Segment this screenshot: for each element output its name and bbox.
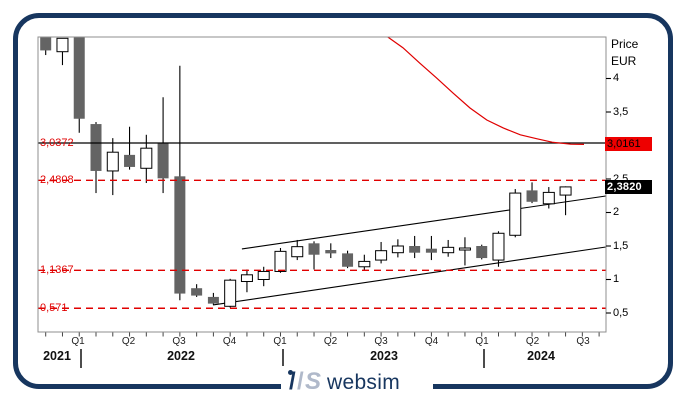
- candle-2024-04: [542, 187, 555, 209]
- candle-2024-03: [526, 182, 538, 204]
- candle-2022-04: [140, 134, 153, 184]
- candle-2024-05: [559, 186, 572, 216]
- candle-2022-08: [207, 292, 219, 305]
- websim-logo: / / S websim: [281, 366, 433, 400]
- candle-2023-03: [325, 243, 337, 259]
- candle-2023-10: [442, 239, 455, 257]
- candle-2023-07: [391, 239, 404, 258]
- candle-2022-12: [274, 248, 287, 273]
- candle-2023-06: [375, 241, 388, 264]
- candle-2022-03: [124, 126, 136, 170]
- logo-slash2-icon: /: [297, 368, 304, 395]
- candle-2022-06: [174, 65, 186, 301]
- trend-channel-upper-line: [241, 195, 606, 250]
- candle-2021-11: [56, 37, 69, 66]
- candle-2022-05: [157, 97, 169, 194]
- logo-slash-icon: /: [289, 368, 296, 395]
- last-price-badge: 2,3820: [605, 179, 652, 194]
- candle-2022-09: [224, 278, 237, 308]
- trend-channel-lower-line: [212, 246, 606, 306]
- candle-2022-11: [257, 266, 270, 287]
- candle-2022-07: [191, 284, 203, 297]
- candle-2024-01: [492, 231, 505, 267]
- candle-2022-10: [240, 269, 253, 293]
- candle-2023-02: [308, 241, 320, 270]
- candle-2024-02: [509, 189, 522, 238]
- candle-2021-12: [73, 37, 85, 133]
- candle-2023-08: [409, 235, 421, 259]
- candle-2023-01: [291, 239, 304, 261]
- price-axis-title-line2: EUR: [611, 54, 637, 68]
- plot-border: [37, 36, 607, 333]
- logo-s-letter: S: [305, 368, 322, 395]
- moving-average-curve: [387, 36, 585, 145]
- candle-2023-11: [458, 237, 471, 266]
- candle-2023-12: [476, 244, 488, 260]
- candle-2023-05: [358, 254, 371, 271]
- candle-2023-04: [342, 250, 354, 269]
- logo-wordmark: websim: [327, 371, 400, 394]
- price-axis-title: Price EUR: [611, 36, 638, 70]
- logo-dot-icon: [288, 370, 293, 375]
- ma-value-badge: 3,0161: [605, 137, 652, 152]
- candle-2022-02: [106, 138, 119, 196]
- candle-2022-01: [90, 122, 102, 194]
- price-axis-title-line1: Price: [611, 37, 639, 51]
- candle-2021-10: [40, 37, 52, 56]
- candle-2023-09: [425, 235, 437, 261]
